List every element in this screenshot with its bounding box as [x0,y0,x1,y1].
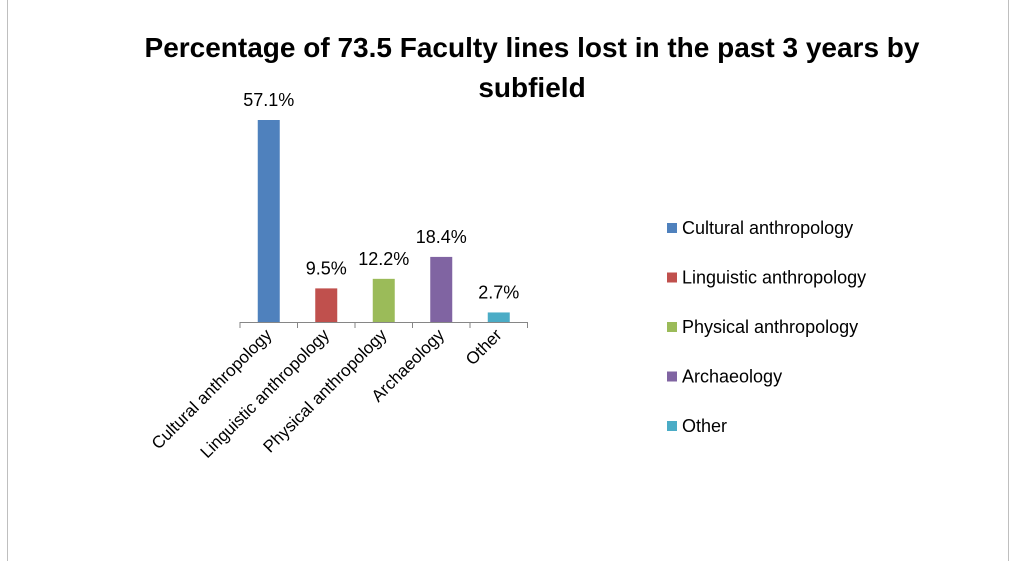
legend-label: Linguistic anthropology [682,268,866,288]
legend-swatch [667,322,677,332]
legend-label: Other [682,416,727,436]
legend-label: Physical anthropology [682,317,858,337]
legend-swatch [667,421,677,431]
legend-label: Archaeology [682,367,782,387]
legend-swatch [667,223,677,233]
chart-border [7,0,1009,561]
legend-label: Cultural anthropology [682,218,853,238]
data-label: 18.4% [416,227,467,247]
bar [487,312,510,322]
legend-swatch [667,371,677,382]
data-label: 2.7% [478,282,519,302]
bar [372,278,395,322]
bar [430,256,453,322]
data-label: 12.2% [358,249,409,269]
legend-swatch [667,272,677,283]
bar [315,288,338,322]
data-label: 57.1% [243,90,294,110]
x-tick-label: Other [462,325,506,369]
chart-title: Percentage of 73.5 Faculty lines lost in… [144,32,920,103]
data-label: 9.5% [306,258,347,278]
bar [257,120,280,322]
